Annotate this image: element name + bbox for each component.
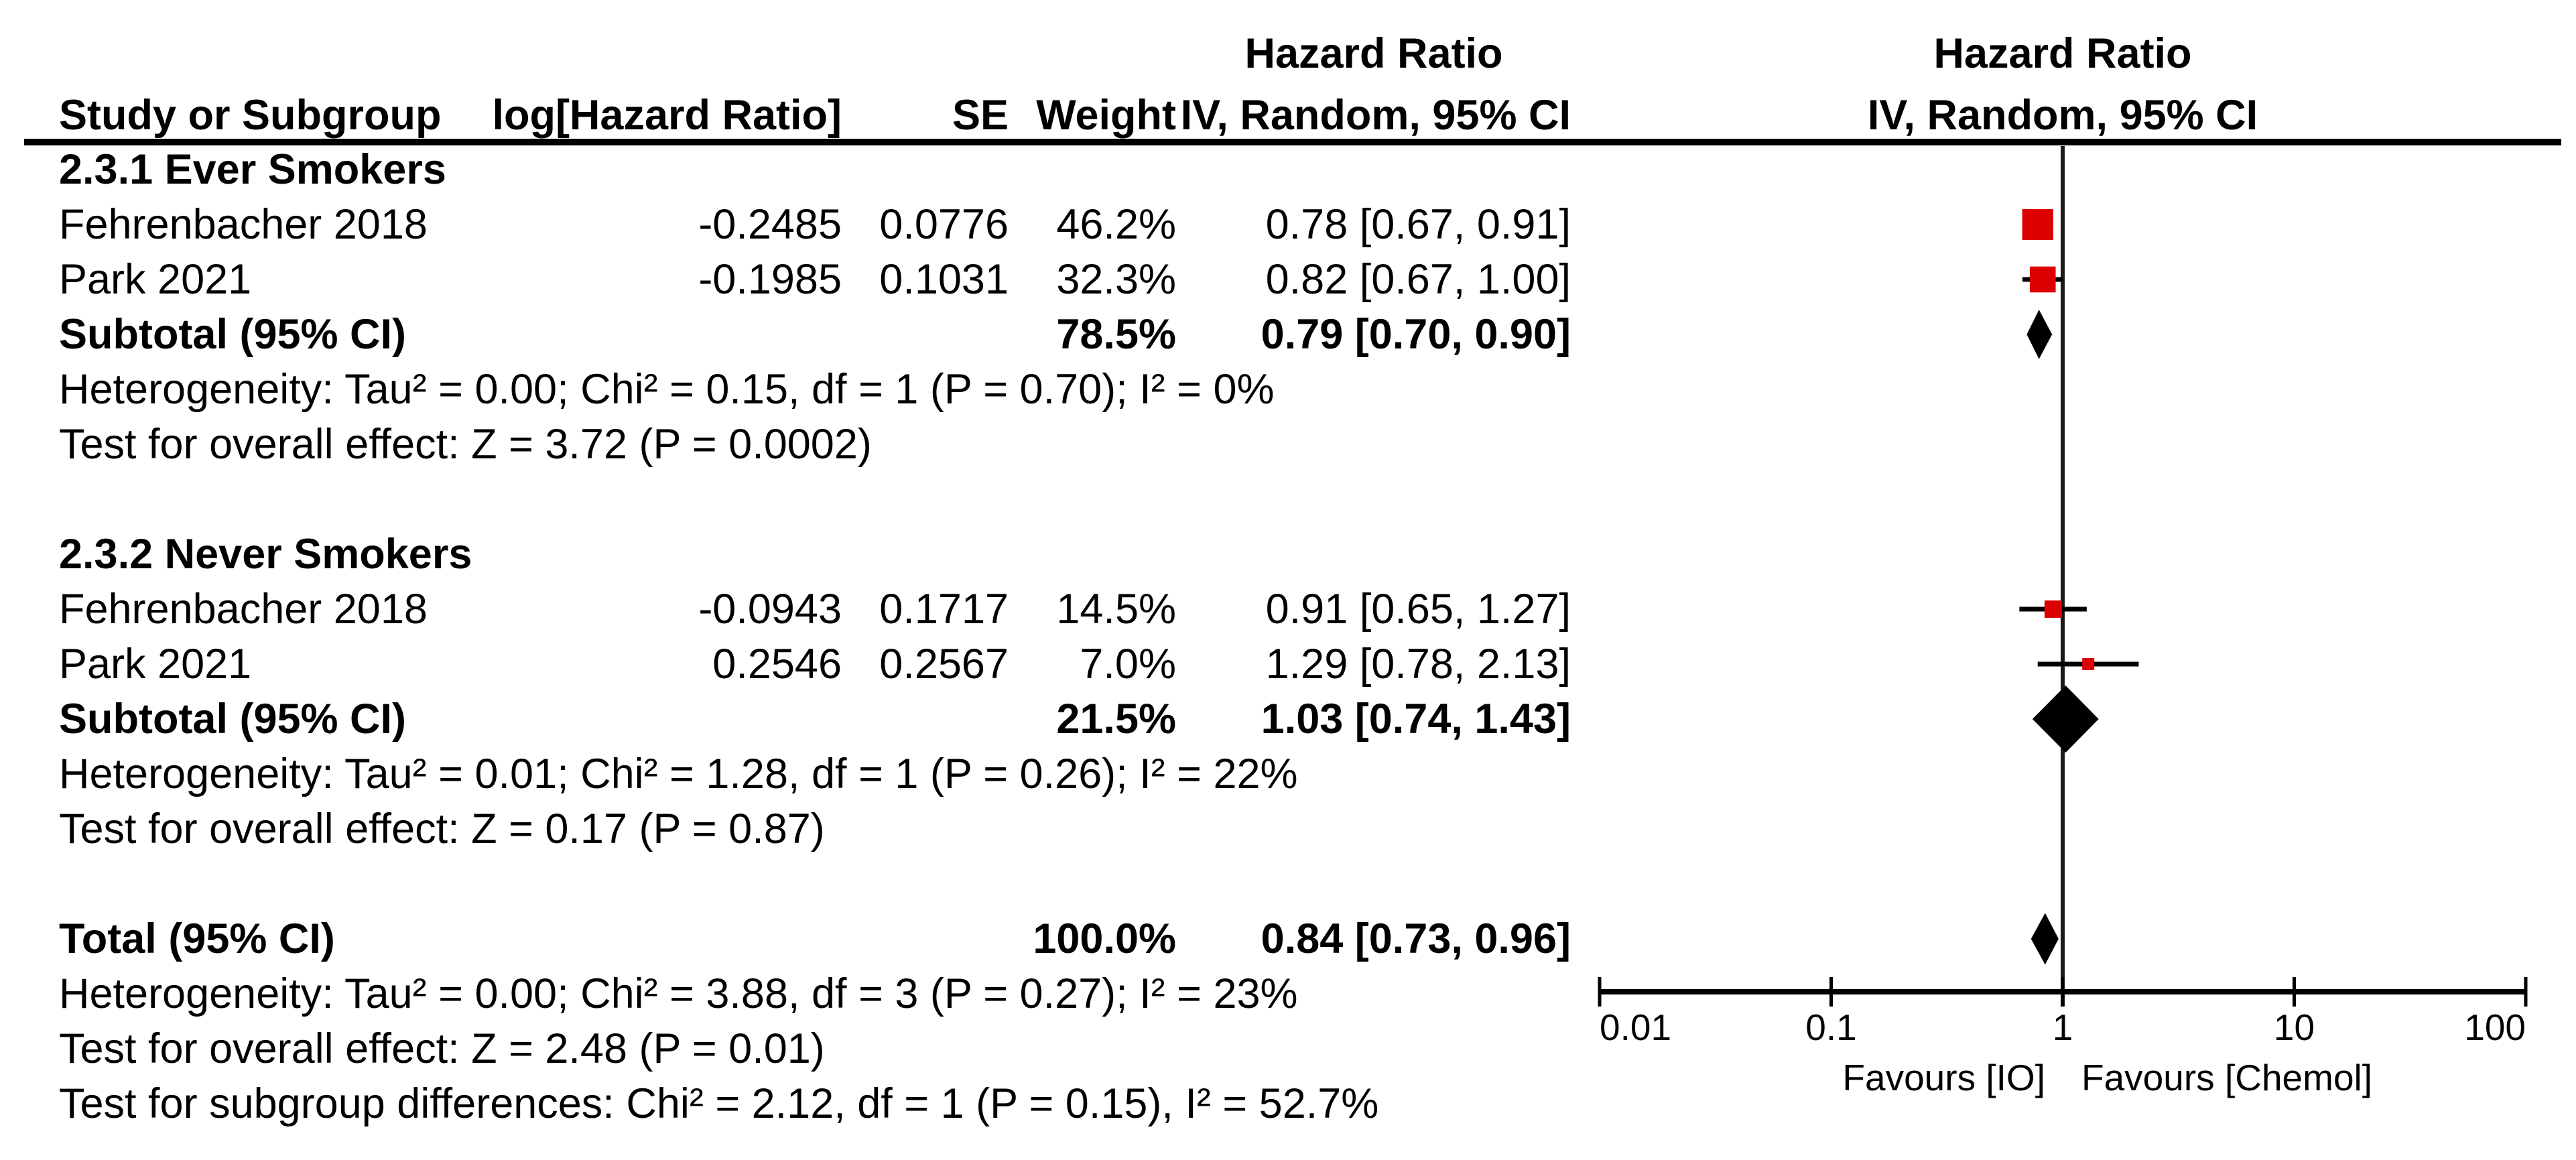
study-label: Fehrenbacher 2018 <box>59 586 428 633</box>
x-tick-label: 0.01 <box>1600 1007 1672 1048</box>
log-hr-value: -0.2485 <box>698 201 842 248</box>
weight-value: 7.0% <box>1080 641 1176 688</box>
note-text: Heterogeneity: Tau² = 0.01; Chi² = 1.28,… <box>59 751 1298 797</box>
row-label: Total (95% CI) <box>59 915 335 962</box>
note-text: Heterogeneity: Tau² = 0.00; Chi² = 3.88,… <box>59 970 1298 1017</box>
note-text: Test for overall effect: Z = 0.17 (P = 0… <box>59 805 825 852</box>
pooled-diamond <box>2031 913 2059 965</box>
weight-value: 21.5% <box>1056 696 1176 743</box>
note-text: Test for overall effect: Z = 2.48 (P = 0… <box>59 1025 825 1072</box>
pooled-diamond <box>2026 310 2053 359</box>
column-header-se: SE <box>952 92 1009 139</box>
column-header-weight: Weight <box>1036 92 1176 139</box>
column-header-log-hr: log[Hazard Ratio] <box>492 92 842 139</box>
ci-value: 0.82 [0.67, 1.00] <box>1265 256 1571 303</box>
pooled-diamond <box>2032 686 2099 753</box>
row-label: Subtotal (95% CI) <box>59 311 407 358</box>
row-label: 2.3.2 Never Smokers <box>59 531 472 578</box>
x-tick-label: 0.1 <box>1805 1007 1857 1048</box>
se-value: 0.1717 <box>879 586 1009 633</box>
weight-value: 46.2% <box>1056 201 1176 248</box>
ci-value: 0.84 [0.73, 0.96] <box>1261 915 1571 962</box>
row-label: Subtotal (95% CI) <box>59 696 407 743</box>
x-tick-label: 10 <box>2273 1007 2315 1048</box>
study-marker-square <box>2082 658 2095 670</box>
log-hr-value: -0.0943 <box>698 586 842 633</box>
ci-value: 0.78 [0.67, 0.91] <box>1265 201 1571 248</box>
plot-header-line1: Hazard Ratio <box>1933 30 2192 77</box>
log-hr-value: -0.1985 <box>698 256 842 303</box>
ci-value: 0.91 [0.65, 1.27] <box>1265 586 1571 633</box>
weight-value: 78.5% <box>1056 311 1176 358</box>
study-marker-square <box>2029 266 2056 293</box>
study-marker-square <box>2044 600 2062 618</box>
header-rule <box>24 139 2561 145</box>
plot-header-line2: IV, Random, 95% CI <box>1867 92 2258 139</box>
se-value: 0.0776 <box>879 201 1009 248</box>
note-text: Test for overall effect: Z = 3.72 (P = 0… <box>59 421 872 468</box>
study-label: Park 2021 <box>59 256 252 303</box>
favours-right-label: Favours [Chemol] <box>2081 1057 2373 1098</box>
x-tick-label: 1 <box>2052 1007 2073 1048</box>
weight-value: 100.0% <box>1033 915 1176 962</box>
weight-value: 14.5% <box>1056 586 1176 633</box>
weight-value: 32.3% <box>1056 256 1176 303</box>
table-effect-header-line1: Hazard Ratio <box>1244 30 1503 77</box>
row-label: 2.3.1 Ever Smokers <box>59 146 446 193</box>
study-label: Fehrenbacher 2018 <box>59 201 428 248</box>
column-header-study: Study or Subgroup <box>59 92 442 139</box>
study-label: Park 2021 <box>59 641 252 688</box>
se-value: 0.1031 <box>879 256 1009 303</box>
se-value: 0.2567 <box>879 641 1009 688</box>
x-tick-label: 100 <box>2464 1007 2526 1048</box>
note-text: Heterogeneity: Tau² = 0.00; Chi² = 0.15,… <box>59 366 1275 413</box>
log-hr-value: 0.2546 <box>712 641 842 688</box>
ci-value: 1.29 [0.78, 2.13] <box>1265 641 1571 688</box>
column-header-effect-ci: IV, Random, 95% CI <box>1180 92 1571 139</box>
note-text: Test for subgroup differences: Chi² = 2.… <box>59 1080 1379 1127</box>
ci-value: 0.79 [0.70, 0.90] <box>1261 311 1571 358</box>
study-marker-square <box>2022 208 2053 241</box>
favours-left-label: Favours [IO] <box>1842 1057 2045 1098</box>
ci-value: 1.03 [0.74, 1.43] <box>1261 696 1571 743</box>
